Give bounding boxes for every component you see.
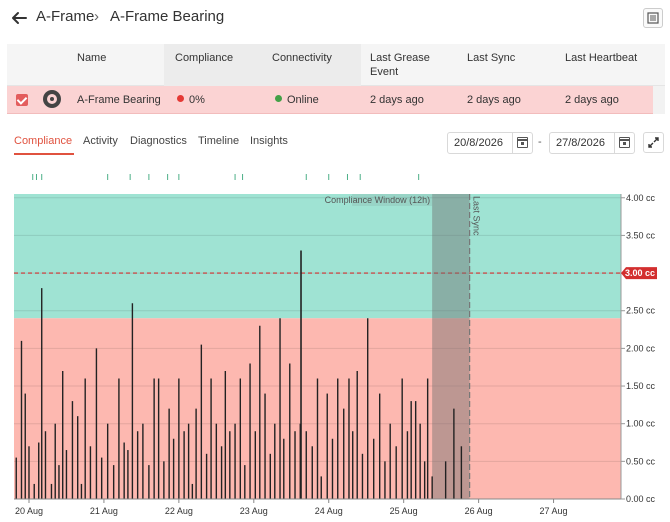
last-sync-value: 2 days ago — [467, 94, 521, 106]
tab-compliance[interactable]: Compliance — [14, 135, 73, 147]
x-tick-label: 22 Aug — [165, 506, 193, 516]
target-label: 3.00 cc — [625, 268, 655, 278]
compliance-chart-svg: 0.00 cc 0.50 cc 1.00 cc 1.50 cc 2.00 cc 2.50 … — [14, 174, 657, 516]
end-date-field[interactable]: 27/8/2026 — [549, 132, 635, 154]
connectivity-status-dot — [275, 95, 282, 102]
active-tab-indicator — [14, 153, 74, 155]
compliance-window-label: Compliance Window (12h) — [325, 195, 431, 205]
compliance-status-dot — [177, 95, 184, 102]
y-tick-label: 2.50 cc — [626, 306, 656, 316]
back-arrow-icon[interactable] — [10, 9, 28, 27]
compliance-value: 0% — [177, 94, 205, 106]
y-tick-label: 3.50 cc — [626, 230, 656, 240]
last-grease-event-value: 2 days ago — [370, 94, 424, 106]
tab-diagnostics[interactable]: Diagnostics — [130, 135, 187, 147]
table-scrollbar[interactable] — [653, 86, 665, 114]
compliance-chart: 0.00 cc 0.50 cc 1.00 cc 1.50 cc 2.00 cc 2.50 … — [0, 165, 670, 522]
x-tick-label: 27 Aug — [540, 506, 568, 516]
table-header: Name Compliance Connectivity Last Grease… — [7, 44, 665, 86]
document-icon — [647, 12, 659, 24]
last-sync-label: Last Sync — [472, 196, 482, 236]
last-heartbeat-value: 2 days ago — [565, 94, 619, 106]
y-tick-label: 0.50 cc — [626, 456, 656, 466]
bearing-device-icon — [43, 90, 61, 108]
x-tick-label: 25 Aug — [390, 506, 418, 516]
table-row[interactable]: A-Frame Bearing 0% Online 2 days ago 2 d… — [7, 86, 665, 114]
breadcrumb-current: A-Frame Bearing — [110, 8, 225, 25]
column-shade — [261, 44, 361, 86]
y-tick-label: 1.50 cc — [626, 381, 656, 391]
breadcrumb-separator: › — [94, 8, 99, 25]
row-checkbox[interactable] — [16, 94, 28, 106]
tab-timeline[interactable]: Timeline — [198, 135, 240, 147]
compliance-window-label-bg — [352, 194, 433, 206]
y-tick-label: 2.00 cc — [626, 343, 656, 353]
compliant-zone — [14, 194, 621, 319]
breadcrumb-parent[interactable]: A-Frame — [36, 8, 95, 25]
end-date-value: 27/8/2026 — [556, 137, 605, 149]
target-badge — [621, 267, 657, 280]
calendar-icon — [619, 137, 630, 148]
x-tick-label: 26 Aug — [465, 506, 493, 516]
report-button[interactable] — [643, 8, 663, 28]
start-date-field[interactable]: 20/8/2026 — [447, 132, 533, 154]
column-header-last-sync[interactable]: Last Sync — [467, 52, 516, 64]
start-date-value: 20/8/2026 — [454, 137, 503, 149]
date-range-separator: - — [538, 136, 542, 148]
device-table: Name Compliance Connectivity Last Grease… — [7, 44, 665, 114]
calendar-icon — [517, 137, 528, 148]
compliance-window-band — [432, 194, 470, 499]
end-date-picker-button[interactable] — [614, 133, 634, 153]
tab-activity[interactable]: Activity — [83, 135, 118, 147]
connectivity-value: Online — [275, 94, 319, 106]
page-header: A-Frame › A-Frame Bearing — [0, 0, 670, 38]
column-header-connectivity[interactable]: Connectivity — [272, 52, 332, 64]
y-tick-label: 4.00 cc — [626, 193, 656, 203]
column-header-compliance[interactable]: Compliance — [175, 52, 234, 64]
expand-button[interactable] — [643, 132, 664, 153]
connectivity-status: Online — [287, 94, 319, 106]
x-tick-label: 20 Aug — [15, 506, 43, 516]
column-header-last-heartbeat[interactable]: Last Heartbeat — [565, 52, 638, 64]
start-date-picker-button[interactable] — [512, 133, 532, 153]
expand-icon — [648, 137, 659, 148]
x-tick-label: 24 Aug — [315, 506, 343, 516]
x-tick-label: 21 Aug — [90, 506, 118, 516]
column-header-last-grease-event[interactable]: Last Grease Event — [370, 52, 430, 78]
device-name: A-Frame Bearing — [77, 94, 161, 106]
compliance-percent: 0% — [189, 94, 205, 106]
x-tick-label: 23 Aug — [240, 506, 268, 516]
y-tick-label: 1.00 cc — [626, 419, 656, 429]
column-header-name[interactable]: Name — [77, 52, 107, 64]
tab-insights[interactable]: Insights — [250, 135, 288, 147]
column-shade — [164, 44, 261, 86]
y-tick-label: 0.00 cc — [626, 494, 656, 504]
